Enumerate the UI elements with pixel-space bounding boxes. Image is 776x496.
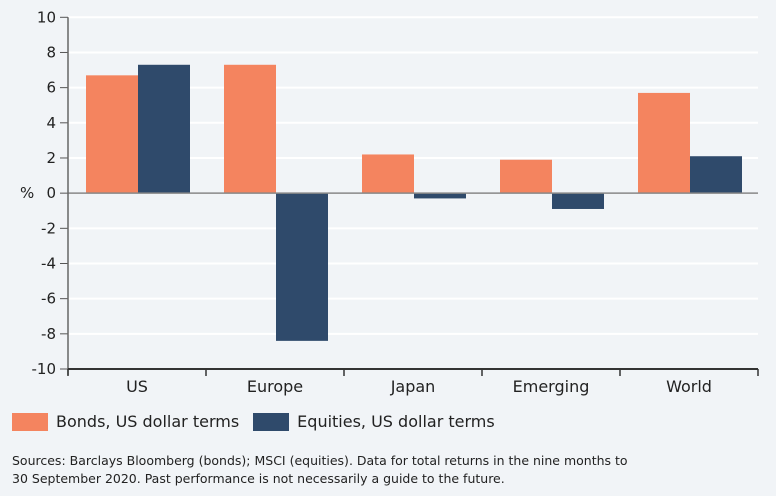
bar-chart: 10 8 6 4 2 0 -2 -4 -6 -8 -10% US Europe Japan Emerging… bbox=[20, 8, 759, 396]
bar-bonds-japan bbox=[362, 154, 414, 194]
y-tick-label: -6 bbox=[41, 290, 56, 308]
x-tick-label: Japan bbox=[390, 377, 436, 396]
source-line-2: 30 September 2020. Past performance is n… bbox=[12, 471, 505, 486]
source-note: Sources: Barclays Bloomberg (bonds); MSC… bbox=[12, 452, 772, 488]
bar-bonds-world bbox=[638, 92, 690, 194]
bar-equities-us bbox=[138, 64, 190, 194]
bar-bonds-europe bbox=[224, 64, 276, 194]
y-tick-label: 0 bbox=[46, 184, 56, 202]
y-tick-label: -2 bbox=[41, 219, 56, 237]
legend-item-equities: Equities, US dollar terms bbox=[253, 412, 495, 431]
legend-item-bonds: Bonds, US dollar terms bbox=[12, 412, 239, 431]
source-line-1: Sources: Barclays Bloomberg (bonds); MSC… bbox=[12, 453, 628, 468]
y-tick-label: 8 bbox=[46, 43, 56, 61]
legend-label-equities: Equities, US dollar terms bbox=[297, 412, 495, 431]
x-tick-label: World bbox=[666, 377, 712, 396]
bar-equities-europe bbox=[276, 193, 328, 341]
legend-swatch-bonds bbox=[12, 412, 48, 431]
y-axis-label: % bbox=[20, 184, 34, 202]
y-tick-label: 6 bbox=[46, 79, 56, 97]
x-tick-label: US bbox=[126, 377, 148, 396]
x-tick-label: Emerging bbox=[513, 377, 590, 396]
y-tick-label: -4 bbox=[41, 254, 56, 272]
bar-equities-emerging bbox=[552, 193, 604, 209]
y-tick-label: 10 bbox=[37, 8, 56, 26]
bar-bonds-emerging bbox=[500, 159, 552, 194]
legend-label-bonds: Bonds, US dollar terms bbox=[56, 412, 240, 431]
y-tick-label: 2 bbox=[46, 149, 56, 167]
bar-bonds-us bbox=[86, 75, 138, 194]
legend: Bonds, US dollar terms Equities, US doll… bbox=[12, 412, 495, 431]
bar-equities-japan bbox=[414, 193, 466, 199]
y-tick-label: -10 bbox=[32, 360, 57, 378]
y-tick-label: -8 bbox=[41, 325, 56, 343]
x-tick-label: Europe bbox=[247, 377, 303, 396]
legend-swatch-equities bbox=[253, 412, 290, 431]
bar-equities-world bbox=[690, 156, 742, 194]
y-tick-label: 4 bbox=[46, 114, 56, 132]
